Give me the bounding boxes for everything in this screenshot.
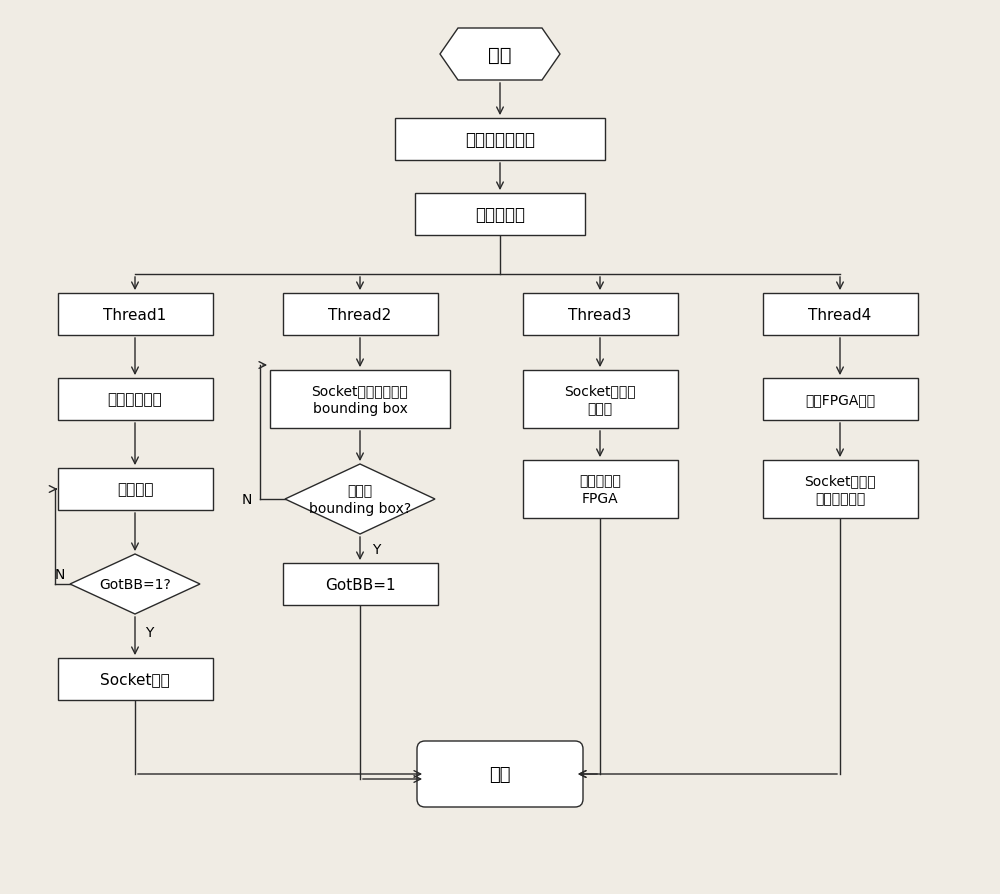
- FancyBboxPatch shape: [415, 194, 585, 236]
- FancyBboxPatch shape: [763, 378, 918, 420]
- FancyBboxPatch shape: [522, 293, 678, 335]
- Text: 通信模块初始化: 通信模块初始化: [465, 131, 535, 148]
- Text: Thread1: Thread1: [103, 308, 167, 322]
- Text: Socket接收控
制指令: Socket接收控 制指令: [564, 384, 636, 416]
- FancyBboxPatch shape: [58, 378, 212, 420]
- FancyBboxPatch shape: [522, 371, 678, 428]
- Text: 接收到
bounding box?: 接收到 bounding box?: [309, 484, 411, 516]
- FancyBboxPatch shape: [395, 119, 605, 161]
- Text: GotBB=1?: GotBB=1?: [99, 578, 171, 591]
- Polygon shape: [285, 465, 435, 535]
- Text: Thread4: Thread4: [808, 308, 872, 322]
- Text: Y: Y: [145, 625, 153, 639]
- Text: 读取FPGA数据: 读取FPGA数据: [805, 392, 875, 407]
- Text: 结束: 结束: [489, 765, 511, 783]
- Text: N: N: [242, 493, 252, 506]
- Text: Socket阻塞等待接收
bounding box: Socket阻塞等待接收 bounding box: [312, 384, 408, 416]
- Polygon shape: [70, 554, 200, 614]
- Polygon shape: [440, 29, 560, 81]
- Text: 创建子线程: 创建子线程: [475, 206, 525, 224]
- FancyBboxPatch shape: [58, 658, 212, 700]
- FancyBboxPatch shape: [58, 468, 212, 510]
- Text: Thread3: Thread3: [568, 308, 632, 322]
- Text: Y: Y: [372, 543, 380, 556]
- Text: N: N: [55, 568, 65, 581]
- FancyBboxPatch shape: [283, 563, 438, 605]
- Text: Socket发送: Socket发送: [100, 671, 170, 687]
- FancyBboxPatch shape: [763, 460, 918, 519]
- FancyBboxPatch shape: [58, 293, 212, 335]
- Text: 开始: 开始: [488, 46, 512, 64]
- Text: GotBB=1: GotBB=1: [325, 577, 395, 592]
- Text: Thread2: Thread2: [328, 308, 392, 322]
- Text: 抓取一帧: 抓取一帧: [117, 482, 153, 497]
- FancyBboxPatch shape: [283, 293, 438, 335]
- Text: 打开视频采集: 打开视频采集: [108, 392, 162, 407]
- FancyBboxPatch shape: [522, 460, 678, 519]
- Text: 图像发送给
FPGA: 图像发送给 FPGA: [579, 473, 621, 506]
- FancyBboxPatch shape: [417, 741, 583, 807]
- Text: Socket发送给
地面控制平台: Socket发送给 地面控制平台: [804, 473, 876, 506]
- FancyBboxPatch shape: [763, 293, 918, 335]
- FancyBboxPatch shape: [270, 371, 450, 428]
